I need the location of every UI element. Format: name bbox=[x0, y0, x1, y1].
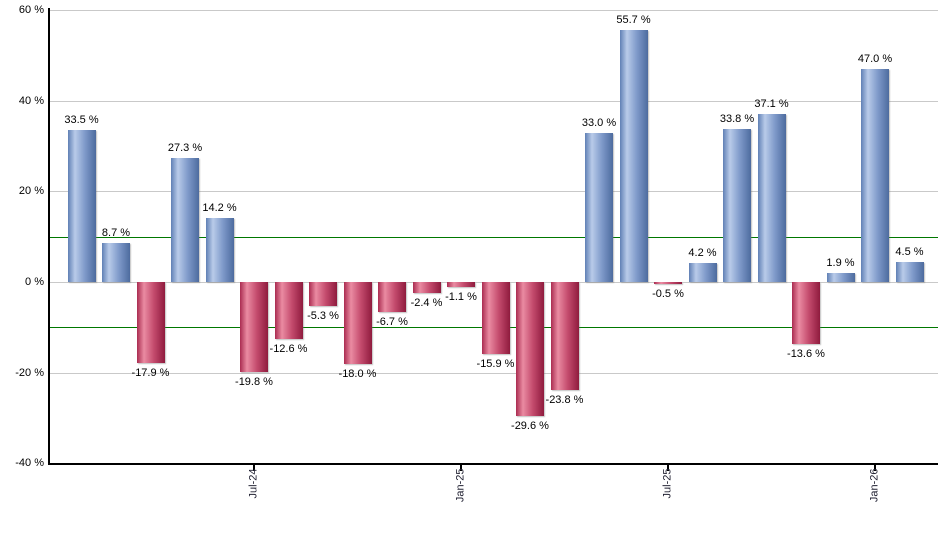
x-axis-tick bbox=[667, 463, 669, 471]
bar-value-label: -18.0 % bbox=[338, 367, 377, 380]
gridline-40 bbox=[48, 100, 938, 102]
bar-value-label: 14.2 % bbox=[202, 201, 237, 214]
bar-4.2%[interactable] bbox=[688, 262, 717, 282]
y-axis-tick-label: 40 % bbox=[18, 94, 44, 107]
bar-value-label: 8.7 % bbox=[101, 226, 131, 239]
bar-value-label: 33.5 % bbox=[64, 114, 99, 127]
bar--0.5%[interactable] bbox=[654, 282, 682, 285]
x-axis-tick bbox=[460, 463, 462, 471]
x-axis-tick-label-Jan-26: Jan-26 bbox=[868, 468, 881, 503]
y-axis-tick-label: 60 % bbox=[18, 4, 44, 17]
bar--6.7%[interactable] bbox=[378, 282, 406, 313]
bar-value-label: -6.7 % bbox=[376, 316, 408, 329]
bar-37.1%[interactable] bbox=[757, 113, 786, 282]
bar-4.5%[interactable] bbox=[895, 261, 924, 282]
bar-value-label: -13.6 % bbox=[787, 347, 825, 360]
bar--13.6%[interactable] bbox=[792, 282, 820, 344]
bar-33.8%[interactable] bbox=[723, 128, 751, 282]
x-axis-tick-label-Jul-24: Jul-24 bbox=[247, 468, 260, 499]
bar-value-label: -29.6 % bbox=[511, 420, 549, 433]
bar--17.9%[interactable] bbox=[136, 282, 165, 364]
x-axis-tick-label-Jul-25: Jul-25 bbox=[661, 468, 674, 499]
bar-14.2%[interactable] bbox=[205, 217, 234, 282]
y-axis-tick-label: 0 % bbox=[25, 276, 44, 288]
bar-value-label: 33.8 % bbox=[719, 112, 755, 125]
bar-27.3%[interactable] bbox=[171, 158, 199, 282]
bar-value-label: 27.3 % bbox=[167, 142, 203, 155]
bar--1.1%[interactable] bbox=[447, 282, 475, 287]
y-axis-line bbox=[47, 8, 50, 465]
y-axis-tick-label: 20 % bbox=[18, 185, 44, 198]
bar-33.5%[interactable] bbox=[67, 130, 96, 282]
bar-value-label: -19.8 % bbox=[235, 375, 273, 388]
x-axis-line bbox=[47, 462, 938, 465]
bar-value-label: 1.9 % bbox=[826, 257, 855, 270]
bar-8.7%[interactable] bbox=[102, 242, 130, 282]
bar-value-label: -0.5 % bbox=[652, 288, 684, 301]
bar--2.4%[interactable] bbox=[412, 282, 441, 293]
bar-value-label: -1.1 % bbox=[445, 290, 477, 303]
bar-47.0%[interactable] bbox=[861, 69, 889, 282]
bar-value-label: -2.4 % bbox=[410, 296, 443, 309]
bar-value-label: 33.0 % bbox=[581, 116, 617, 129]
reference-line-10 bbox=[48, 236, 938, 238]
bar-1.9%[interactable] bbox=[826, 273, 855, 282]
bar-value-label: 47.0 % bbox=[857, 53, 893, 66]
gridline-60 bbox=[48, 10, 938, 12]
bar-value-label: -5.3 % bbox=[307, 310, 339, 322]
bar-value-label: 37.1 % bbox=[754, 97, 789, 110]
x-axis-tick bbox=[253, 463, 255, 471]
bar--5.3%[interactable] bbox=[309, 282, 337, 306]
bar-value-label: 4.5 % bbox=[895, 245, 924, 258]
bar--18.0%[interactable] bbox=[343, 282, 372, 364]
bar-value-label: 55.7 % bbox=[616, 13, 651, 26]
bar-value-label: 4.2 % bbox=[688, 246, 717, 259]
gridline--20 bbox=[48, 372, 938, 374]
bar--15.9%[interactable] bbox=[481, 282, 510, 355]
bar--12.6%[interactable] bbox=[274, 282, 303, 340]
x-axis-tick bbox=[874, 463, 876, 471]
y-axis-tick-label: -40 % bbox=[15, 457, 44, 470]
bar--19.8%[interactable] bbox=[240, 282, 268, 372]
bar-33.0%[interactable] bbox=[585, 132, 613, 282]
bar-55.7%[interactable] bbox=[619, 29, 648, 282]
x-axis-tick-label-Jan-25: Jan-25 bbox=[454, 468, 467, 503]
bar-value-label: -15.9 % bbox=[476, 358, 515, 371]
bar--29.6%[interactable] bbox=[516, 282, 544, 417]
bar--23.8%[interactable] bbox=[550, 282, 579, 390]
gridline-20 bbox=[48, 191, 938, 193]
bar-value-label: -23.8 % bbox=[545, 393, 584, 406]
bar-value-label: -12.6 % bbox=[269, 343, 308, 356]
y-axis-tick-label: -20 % bbox=[15, 366, 44, 379]
bar-value-label: -17.9 % bbox=[131, 367, 170, 380]
